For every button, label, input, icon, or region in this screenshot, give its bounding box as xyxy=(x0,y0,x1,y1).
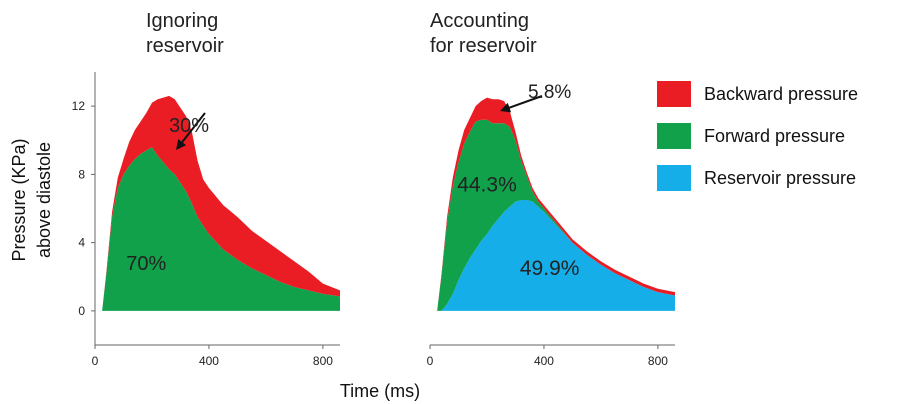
y-tick-label: 8 xyxy=(78,167,85,181)
y-axis-title: Pressure (KPa) above diastole xyxy=(9,138,54,261)
y-axis-title-line-2: above diastole xyxy=(34,142,54,258)
legend-label-reservoir-pressure: Reservoir pressure xyxy=(704,168,856,188)
x-axis-title: Time (ms) xyxy=(340,381,420,401)
y-tick-label: 0 xyxy=(78,304,85,318)
annotation-label: 44.3% xyxy=(457,174,517,197)
area-backward-pressure xyxy=(437,97,675,311)
legend-swatch-forward-pressure xyxy=(657,123,691,149)
panel-title-line-2: reservoir xyxy=(146,35,224,57)
plot-area: 0 400 800 5.8% 44.3% 49.9% xyxy=(427,82,675,368)
y-tick-label: 12 xyxy=(72,99,86,113)
annotation-arrow xyxy=(505,95,543,110)
panel-accounting-for-reservoir: Accounting for reservoir 0 400 800 5.8% 44.3… xyxy=(427,10,675,368)
legend-swatch-reservoir-pressure xyxy=(657,165,691,191)
annotation-label: 30% xyxy=(169,115,209,137)
x-tick-label: 800 xyxy=(313,354,333,368)
panel-ignoring-reservoir: Ignoring reservoir 0 4 8 12 0 400 800 30% 70% xyxy=(72,10,340,368)
y-tick-label: 4 xyxy=(78,236,85,250)
panel-title-line-2: for reservoir xyxy=(430,35,537,57)
legend-label-backward-pressure: Backward pressure xyxy=(704,84,858,104)
x-tick-label: 800 xyxy=(648,354,668,368)
panel-title-line-1: Ignoring xyxy=(146,10,218,32)
x-tick-label: 0 xyxy=(427,354,434,368)
x-tick-label: 0 xyxy=(92,354,99,368)
panel-title-line-1: Accounting xyxy=(430,10,529,32)
annotation-arrow xyxy=(178,112,206,146)
area-reservoir-pressure xyxy=(437,199,675,311)
legend: Backward pressure Forward pressure Reservo… xyxy=(657,81,858,191)
annotation-arrowhead xyxy=(500,102,512,113)
annotation-arrowhead xyxy=(176,139,187,150)
plot-area: 0 4 8 12 0 400 800 30% 70% xyxy=(72,72,340,368)
x-tick-label: 400 xyxy=(534,354,554,368)
annotation-label: 70% xyxy=(126,253,166,275)
legend-swatch-backward-pressure xyxy=(657,81,691,107)
annotation-label: 49.9% xyxy=(520,257,580,280)
annotation-label: 5.8% xyxy=(528,82,571,103)
x-tick-label: 400 xyxy=(199,354,219,368)
y-axis-title-line-1: Pressure (KPa) xyxy=(9,138,29,261)
area-forward-pressure xyxy=(102,147,340,311)
area-forward-pressure xyxy=(437,119,675,311)
legend-label-forward-pressure: Forward pressure xyxy=(704,126,845,146)
area-backward-pressure xyxy=(102,95,340,311)
